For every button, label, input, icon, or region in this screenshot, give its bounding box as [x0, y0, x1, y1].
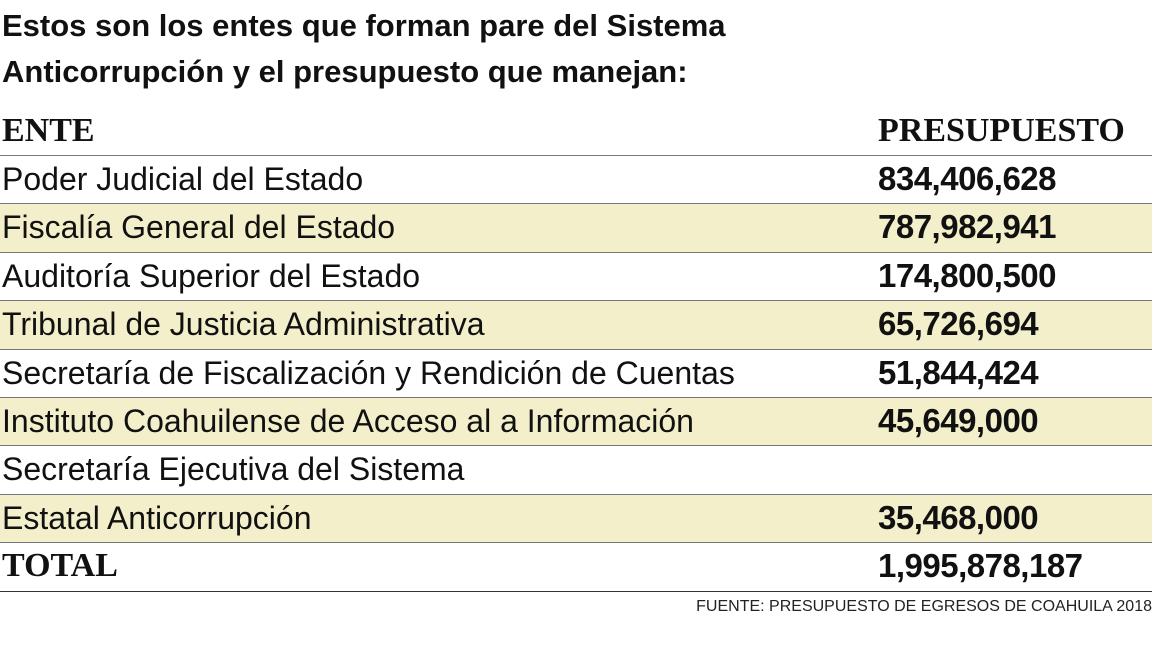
entity: Tribunal de Justicia Administrativa — [2, 306, 485, 343]
row-separator — [0, 445, 1152, 447]
entity: Secretaría de Fiscalización y Rendición … — [2, 354, 735, 391]
amount: 834,406,628 — [878, 160, 1057, 197]
row-separator — [0, 348, 1152, 350]
entity: Instituto Coahuilense de Acceso al a Inf… — [2, 403, 694, 439]
total-label: TOTAL — [2, 547, 118, 585]
row-separator — [0, 493, 1152, 495]
row-separator — [0, 590, 1152, 592]
row-separator — [0, 155, 1152, 156]
table-row — [0, 300, 1152, 349]
table-row — [0, 493, 1152, 543]
title-line: Estos son los entes que forman pare del … — [2, 8, 726, 43]
entity: Estatal Anticorrupción — [2, 499, 312, 536]
amount: 174,800,500 — [878, 256, 1057, 294]
row-separator — [0, 542, 1152, 544]
amount: 787,982,941 — [878, 208, 1057, 246]
column-header: ENTE — [2, 112, 95, 149]
title-line: Anticorrupción y el presupuesto que mane… — [2, 54, 688, 89]
row-separator — [0, 251, 1152, 253]
row-separator — [0, 300, 1152, 302]
amount: 35,468,000 — [878, 498, 1039, 536]
row-separator — [0, 397, 1152, 398]
amount: 45,649,000 — [878, 402, 1039, 439]
column-header: PRESUPUESTO — [878, 112, 1125, 149]
entity: Auditoría Superior del Estado — [2, 257, 421, 294]
table-row — [0, 397, 1152, 446]
amount: 65,726,694 — [878, 305, 1039, 343]
source: FUENTE: PRESUPUESTO DE EGRESOS DE COAHUI… — [696, 598, 1152, 615]
row-separator — [0, 203, 1152, 205]
entity: Poder Judicial del Estado — [2, 161, 364, 197]
entity: Fiscalía General del Estado — [2, 209, 396, 246]
table-row — [0, 203, 1152, 252]
total-amount: 1,995,878,187 — [878, 547, 1083, 585]
amount: 51,844,424 — [878, 353, 1039, 391]
entity: Secretaría Ejecutiva del Sistema — [2, 451, 465, 488]
